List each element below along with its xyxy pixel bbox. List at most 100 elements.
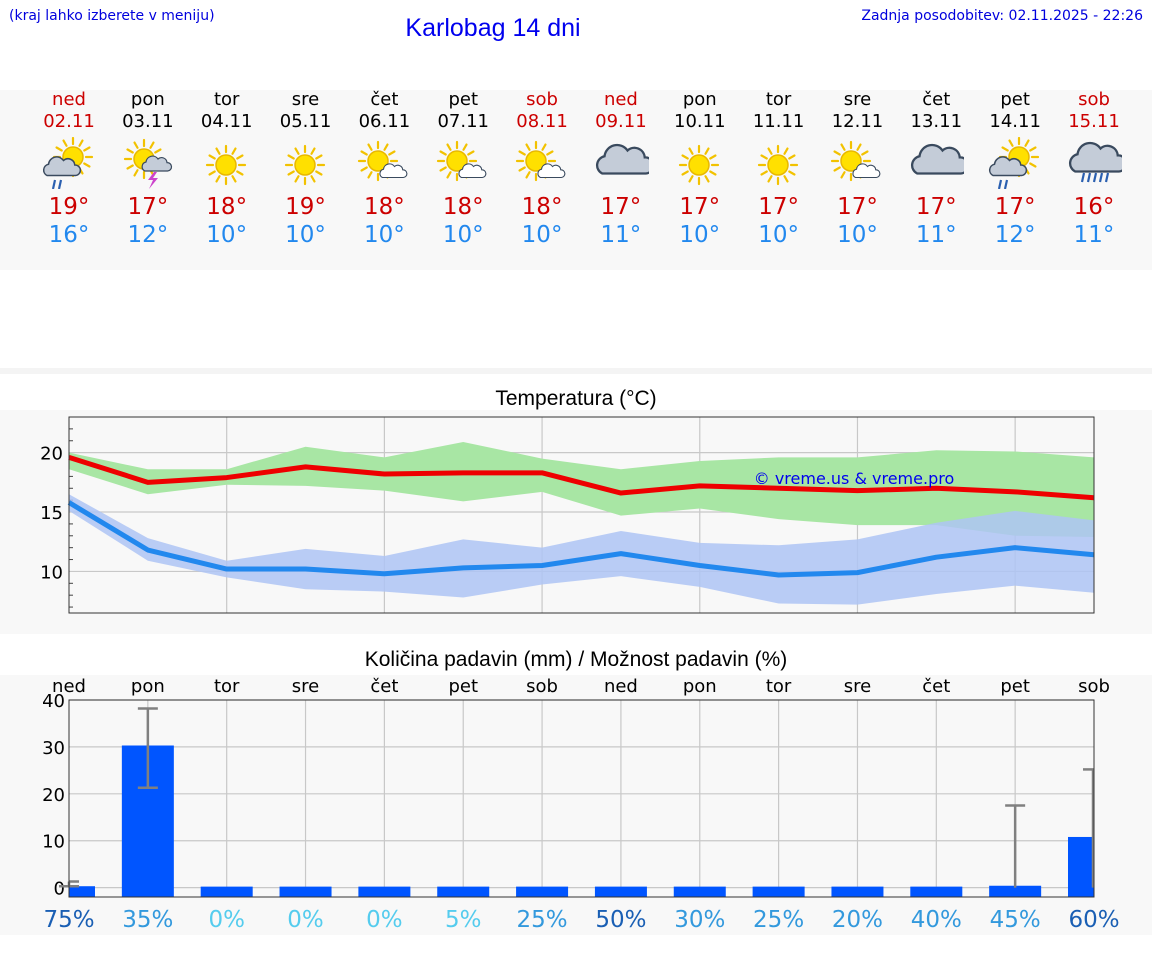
precip-bar — [437, 886, 490, 897]
precip-probability: 75% — [43, 907, 94, 933]
day-column: sob 15.11 16° 11° — [1055, 89, 1134, 249]
day-column: sob 08.11 18° 10° — [503, 89, 582, 249]
max-temp: 18° — [206, 194, 248, 220]
cloud-icon — [897, 137, 976, 189]
x-category-label: sob — [526, 676, 558, 697]
sun-icon — [187, 137, 266, 189]
x-category-label: čet — [922, 676, 950, 697]
min-temp-point — [935, 556, 937, 558]
temperature-chart-title: Temperatura (°C) — [495, 387, 657, 410]
precip-bar — [594, 886, 647, 897]
max-temp: 17° — [837, 194, 878, 220]
precip-bar — [989, 885, 1042, 897]
precip-bar — [910, 886, 963, 897]
day-column: tor 04.11 18° 10° — [187, 89, 266, 249]
min-temp: 10° — [837, 222, 878, 248]
min-temp-point — [856, 572, 858, 574]
y-tick-label: 10 — [42, 832, 65, 853]
precip-probability: 40% — [911, 907, 962, 933]
day-date: 09.11 — [595, 111, 647, 132]
day-name: pet — [1000, 89, 1030, 110]
day-column: pet 14.11 17° 12° — [976, 89, 1055, 249]
day-column: tor 11.11 17° 10° — [739, 89, 818, 249]
watermark: © vreme.us & vreme.pro — [754, 469, 955, 488]
min-temp: 11° — [915, 222, 957, 248]
precip-probability: 45% — [990, 907, 1041, 933]
x-category-label: pet — [1000, 676, 1030, 697]
day-name: tor — [765, 89, 792, 110]
day-name: ned — [52, 89, 86, 110]
day-date: 04.11 — [200, 111, 253, 132]
sun-cloud-rain-icon — [976, 137, 1055, 189]
location-hint[interactable]: (kraj lahko izberete v meniju) — [9, 8, 215, 24]
min-temp-point — [462, 567, 464, 569]
day-name: sob — [1078, 89, 1110, 110]
min-temp: 11° — [1073, 222, 1115, 248]
min-temp-point — [620, 553, 622, 555]
x-category-label: pon — [683, 676, 717, 697]
x-category-label: pon — [131, 676, 165, 697]
max-temp-point — [856, 490, 858, 492]
y-tick-label: 15 — [40, 503, 63, 524]
sun-small-cloud-icon — [424, 137, 503, 189]
day-date: 12.11 — [831, 111, 884, 132]
max-temp: 17° — [994, 194, 1036, 220]
precip-bar — [673, 886, 726, 897]
forecast-strip — [0, 90, 1152, 270]
sun-small-cloud-icon — [818, 137, 897, 189]
min-temp: 16° — [48, 222, 90, 248]
day-column: čet 06.11 18° 10° — [345, 89, 424, 249]
day-name: pon — [682, 89, 717, 110]
precip-probability: 30% — [674, 907, 725, 933]
min-temp: 10° — [206, 222, 248, 248]
x-category-label: sre — [292, 676, 319, 697]
min-temp-range-band — [69, 494, 1094, 605]
x-category-label: tor — [214, 676, 240, 697]
min-temp-point — [226, 568, 228, 570]
precip-bar — [279, 886, 332, 897]
min-temp-point — [699, 564, 701, 566]
max-temp-point — [383, 473, 385, 475]
max-temp-point — [935, 487, 937, 489]
day-date: 11.11 — [752, 111, 805, 132]
max-temp-line — [68, 455, 1095, 501]
y-tick-label: 10 — [40, 562, 63, 583]
min-temp: 11° — [600, 222, 642, 248]
max-temp-point — [778, 487, 780, 489]
max-temp: 18° — [521, 194, 563, 220]
y-tick-label: 20 — [42, 785, 65, 806]
x-category-label: tor — [766, 676, 792, 697]
precip-bar — [69, 886, 95, 897]
min-temp-point — [1014, 547, 1016, 549]
precip-probability: 0% — [208, 907, 245, 933]
y-tick-label: 20 — [40, 444, 63, 465]
day-column: ned 09.11 17° 11° — [581, 89, 660, 249]
min-temp: 10° — [758, 222, 799, 248]
precip-probability: 25% — [753, 907, 804, 933]
x-category-label: čet — [370, 676, 398, 697]
plot-frame — [68, 699, 1095, 898]
min-temp-point — [778, 574, 780, 576]
x-category-label: sob — [1078, 676, 1110, 697]
precip-probability: 50% — [595, 907, 646, 933]
sun-icon — [660, 137, 739, 189]
max-temp: 16° — [1073, 194, 1115, 220]
max-temp-point — [305, 466, 307, 468]
min-temp: 10° — [285, 222, 326, 248]
precip-probability: 35% — [122, 907, 173, 933]
max-temp-point — [147, 481, 149, 483]
max-temp: 18° — [363, 194, 405, 220]
sun-icon — [739, 137, 818, 189]
y-tick-label: 30 — [42, 738, 65, 759]
precip-probability: 0% — [366, 907, 403, 933]
precip-probability: 0% — [287, 907, 324, 933]
min-temp: 10° — [679, 222, 721, 248]
cloud-icon — [581, 137, 660, 189]
max-temp: 19° — [285, 194, 326, 220]
min-temp-point — [305, 568, 307, 570]
x-category-label: ned — [604, 676, 638, 697]
max-temp-point — [699, 485, 701, 487]
day-date: 06.11 — [358, 111, 411, 132]
precip-probability: 60% — [1068, 907, 1119, 933]
